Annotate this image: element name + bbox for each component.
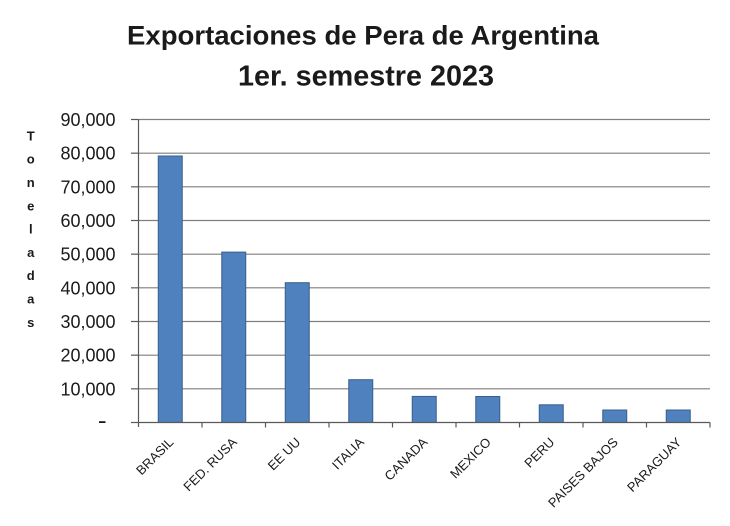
svg-text:l: l: [29, 222, 33, 237]
svg-text:30,000: 30,000: [60, 312, 115, 332]
svg-text:40,000: 40,000: [60, 278, 115, 298]
svg-text:s: s: [27, 315, 34, 330]
svg-text:o: o: [27, 152, 35, 167]
svg-text:e: e: [27, 198, 34, 213]
svg-text:n: n: [27, 175, 35, 190]
svg-text:a: a: [27, 292, 35, 307]
svg-text:T: T: [27, 128, 35, 143]
svg-text:80,000: 80,000: [60, 144, 115, 164]
svg-text:90,000: 90,000: [60, 110, 115, 130]
svg-text:a: a: [27, 245, 35, 260]
svg-text:d: d: [27, 268, 35, 283]
svg-text:70,000: 70,000: [60, 177, 115, 197]
svg-text:1er. semestre 2023: 1er. semestre 2023: [238, 60, 494, 92]
svg-text:50,000: 50,000: [60, 245, 115, 265]
svg-text:20,000: 20,000: [60, 346, 115, 366]
svg-text:Exportaciones de Pera de Argen: Exportaciones de Pera de Argentina: [127, 21, 600, 51]
svg-text:10,000: 10,000: [60, 379, 115, 399]
svg-text:60,000: 60,000: [60, 211, 115, 231]
